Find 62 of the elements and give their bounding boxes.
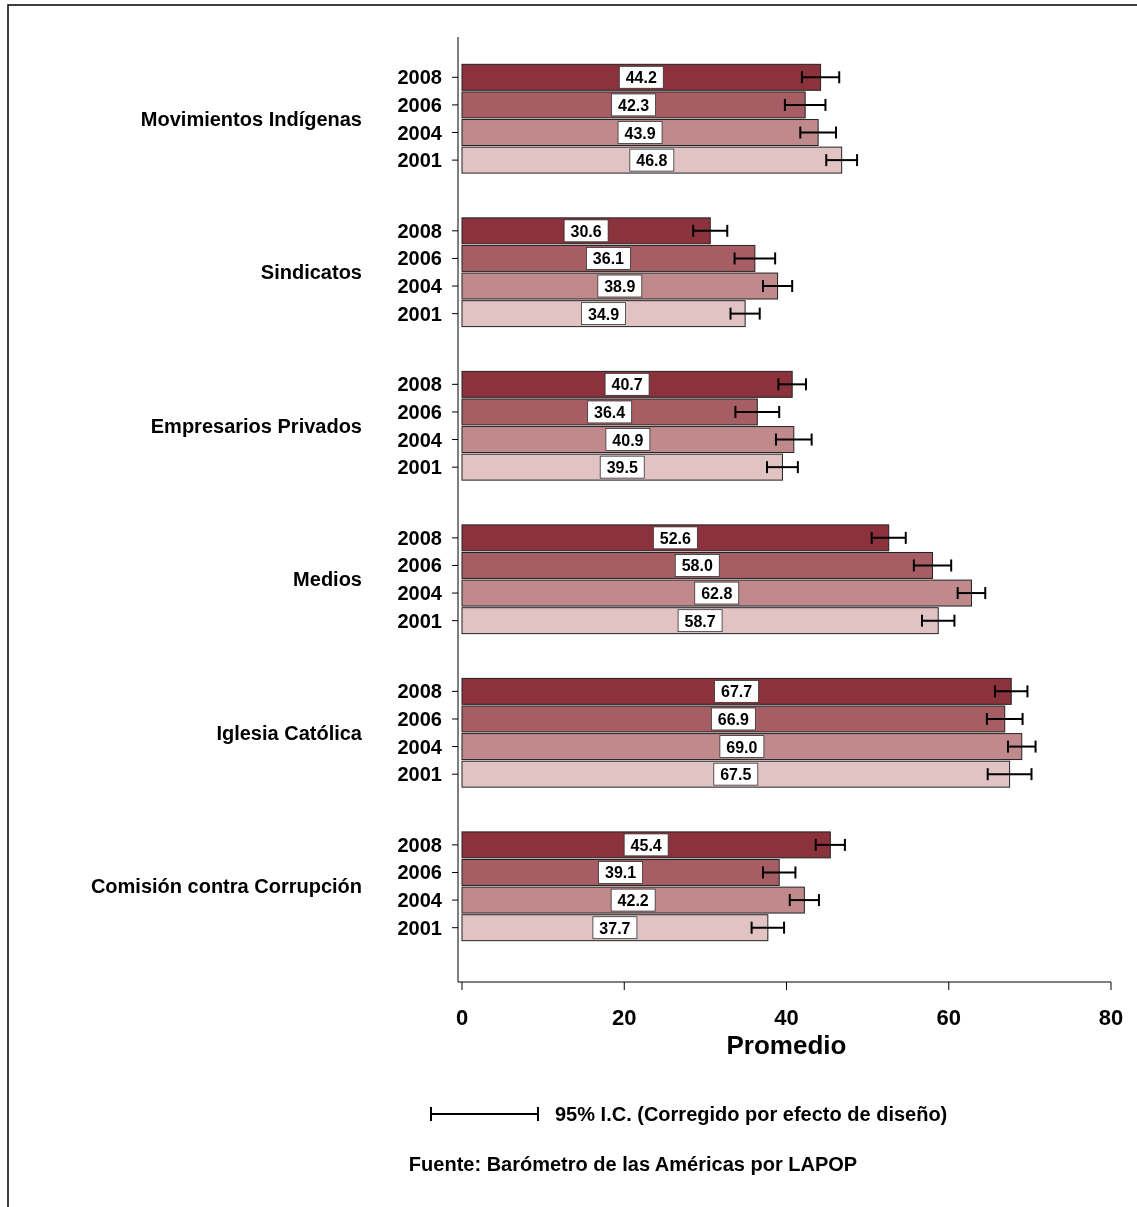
y-tick-label: Sindicatos <box>260 261 362 284</box>
text: 2004 <box>397 735 442 758</box>
text: 2004 <box>397 428 442 451</box>
data-label: 43.9 <box>624 124 656 142</box>
data-label: 45.4 <box>630 836 662 854</box>
data-label: 69.0 <box>726 738 758 756</box>
series-label: 2008 <box>397 66 442 89</box>
text: 2008 <box>397 373 442 396</box>
text: 2008 <box>397 219 442 242</box>
x-axis-title: Promedio <box>726 1030 847 1060</box>
data-label: 44.2 <box>625 69 657 87</box>
series-label: 2001 <box>397 149 442 172</box>
text: 95% I.C. (Corregido por efecto de diseño) <box>555 1103 948 1125</box>
text: 2008 <box>397 833 442 856</box>
text: 2004 <box>397 275 442 298</box>
data-label: 66.9 <box>717 710 750 728</box>
text: 2006 <box>397 247 442 270</box>
text: 2004 <box>397 889 442 912</box>
data-label: 39.5 <box>606 459 638 477</box>
x-tick-label: 40 <box>774 1005 799 1030</box>
y-tick-label: Medios <box>293 568 362 591</box>
text: 2008 <box>397 526 442 549</box>
text: 2001 <box>397 916 442 939</box>
y-tick-label: Movimientos Indígenas <box>140 107 362 130</box>
x-tick-label: 80 <box>1098 1005 1124 1030</box>
data-label: 67.5 <box>720 766 752 784</box>
source-note: Fuente: Barómetro de las Américas por LAPOP <box>408 1153 858 1175</box>
x-tick-label: 0 <box>455 1005 469 1030</box>
text: 2001 <box>397 302 442 325</box>
text: 2001 <box>397 456 442 479</box>
x-tick-label: 60 <box>936 1005 961 1030</box>
data-label: 42.2 <box>617 892 649 910</box>
series-label: 2004 <box>397 121 443 144</box>
text: 2006 <box>397 400 442 423</box>
data-label: 40.9 <box>612 431 644 449</box>
data-label: 58.0 <box>681 557 713 575</box>
text: 2006 <box>397 554 442 577</box>
text: 2008 <box>397 680 442 703</box>
data-label: 52.6 <box>659 529 692 547</box>
data-label: 62.8 <box>701 585 733 603</box>
y-tick-label: Comisión contra Corrupción <box>90 875 362 898</box>
text: 2004 <box>397 582 442 605</box>
data-label: 40.7 <box>611 376 643 394</box>
data-label: 34.9 <box>587 305 620 323</box>
data-label: 42.3 <box>618 96 650 114</box>
data-label: 58.7 <box>684 612 716 630</box>
text: 2001 <box>397 609 442 632</box>
text: 2006 <box>397 707 442 730</box>
y-tick-label: Empresarios Privados <box>150 414 362 437</box>
data-label: 38.9 <box>604 278 636 296</box>
data-label: 36.1 <box>592 250 625 268</box>
data-label: 39.1 <box>605 864 637 882</box>
y-tick-label: Iglesia Católica <box>216 721 363 744</box>
x-tick-label: 20 <box>612 1005 637 1030</box>
data-label: 46.8 <box>636 152 668 170</box>
data-label: 36.4 <box>594 403 626 421</box>
data-label: 37.7 <box>599 919 631 937</box>
data-label: 30.6 <box>570 222 602 240</box>
data-label: 67.7 <box>721 683 753 701</box>
series-label: 2006 <box>397 93 442 116</box>
text: 2006 <box>397 861 442 884</box>
text: 2001 <box>397 763 442 786</box>
